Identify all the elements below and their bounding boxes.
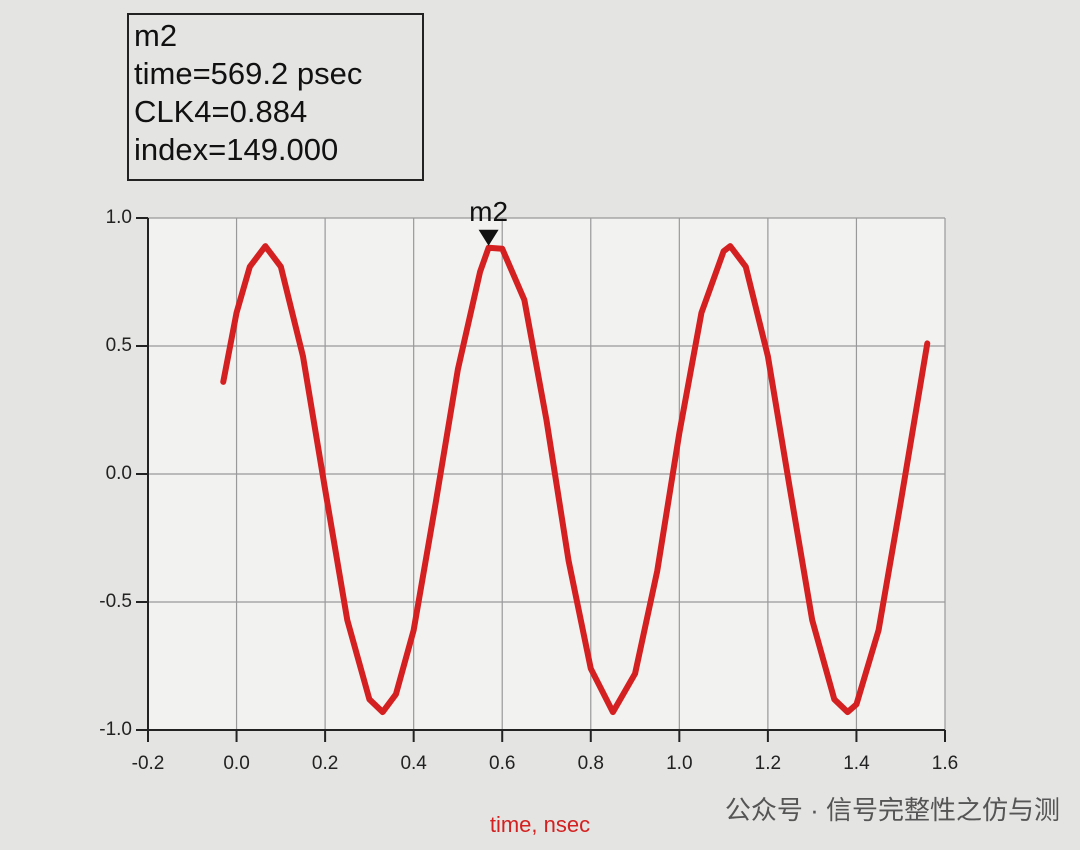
x-tick-label: 1.0 — [666, 753, 692, 774]
readout-line: time=569.2 psec — [134, 56, 362, 91]
line-series — [220, 243, 931, 716]
y-tick-label: -0.5 — [99, 591, 132, 612]
x-tick-label: 0.0 — [223, 753, 249, 774]
readout-line: CLK4=0.884 — [134, 94, 307, 129]
x-tick-label: 0.8 — [578, 753, 604, 774]
marker-label: m2 — [469, 196, 508, 227]
x-tick-label: 0.4 — [400, 753, 427, 774]
y-tick-label: -1.0 — [99, 719, 132, 740]
y-tick-label: 1.0 — [106, 207, 132, 228]
x-tick-label: 1.6 — [932, 753, 958, 774]
x-tick-label: 1.2 — [755, 753, 781, 774]
watermark: 公众号 · 信号完整性之仿与测 — [725, 795, 1060, 825]
y-tick-label: 0.0 — [106, 463, 132, 484]
readout-line: m2 — [134, 18, 177, 53]
x-tick-label: 0.2 — [312, 753, 338, 774]
x-tick-label: 0.6 — [489, 753, 515, 774]
marker — [478, 229, 499, 246]
readout-line: index=149.000 — [134, 132, 338, 167]
x-tick-label: -0.2 — [132, 753, 165, 774]
y-tick-label: 0.5 — [106, 335, 132, 356]
x-tick-label: 1.4 — [843, 753, 870, 774]
readout-box — [127, 13, 424, 181]
x-axis-label: time, nsec — [490, 812, 590, 837]
